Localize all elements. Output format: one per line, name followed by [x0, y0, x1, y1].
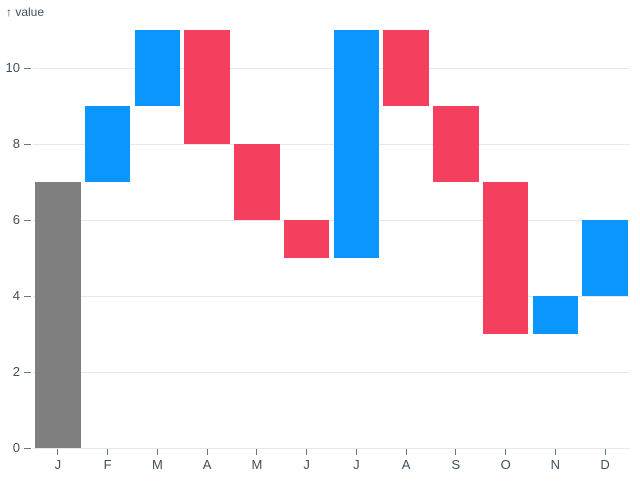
bar-3-A-decrease	[184, 30, 230, 144]
x-tick-label-2-M: M	[151, 457, 163, 472]
y-tick-mark-4	[24, 295, 31, 297]
x-tick-label-0-J: J	[54, 457, 62, 472]
y-tick-label-0: 0	[12, 440, 20, 455]
bar-4-M-decrease	[234, 144, 280, 220]
x-tick-label-1-F: F	[103, 457, 112, 472]
x-tick-mark-9-O	[505, 449, 507, 455]
x-tick-label-11-D: D	[600, 457, 610, 472]
x-tick-mark-4-M	[256, 449, 258, 455]
x-tick-label-3-A: A	[202, 457, 212, 472]
y-tick-label-2: 2	[12, 364, 20, 379]
bar-10-N-increase	[532, 296, 579, 334]
x-tick-label-5-J: J	[303, 457, 310, 472]
x-tick-label-8-S: S	[451, 457, 461, 472]
x-tick-mark-1-F	[107, 449, 109, 455]
x-tick-mark-6-J	[355, 449, 357, 455]
bar-2-M-increase	[134, 30, 181, 106]
bar-5-J-decrease	[283, 220, 330, 258]
y-tick-mark-8	[24, 143, 31, 145]
x-tick-label-4-M: M	[251, 457, 263, 472]
bar-11-D-increase	[582, 220, 628, 296]
y-tick-mark-2	[24, 371, 31, 373]
x-tick-mark-3-A	[206, 449, 208, 455]
x-tick-mark-7-A	[405, 449, 407, 455]
gridline-0	[33, 447, 630, 449]
gridline-6	[33, 219, 630, 221]
bar-7-A-decrease	[383, 30, 429, 106]
bar-1-F-increase	[84, 106, 131, 182]
y-axis-label: ↑ value	[6, 5, 45, 19]
y-tick-label-4: 4	[12, 288, 20, 303]
gridline-8	[33, 143, 630, 145]
x-tick-label-7-A: A	[401, 457, 411, 472]
y-tick-label-8: 8	[12, 136, 20, 151]
gridline-2	[33, 371, 630, 373]
y-tick-label-6: 6	[12, 212, 20, 227]
x-tick-label-9-O: O	[500, 457, 511, 472]
x-tick-mark-8-S	[455, 449, 457, 455]
bar-0-J-base	[35, 182, 81, 448]
gridline-10	[33, 67, 630, 69]
x-tick-mark-5-J	[306, 449, 308, 455]
x-tick-mark-10-N	[554, 449, 556, 455]
x-tick-label-10-N: N	[550, 457, 561, 472]
bar-8-S-decrease	[433, 106, 479, 182]
y-tick-mark-0	[24, 447, 31, 449]
y-tick-mark-10	[24, 67, 31, 69]
gridline-4	[33, 295, 630, 297]
bar-9-O-decrease	[482, 182, 529, 334]
x-tick-label-6-J: J	[353, 457, 360, 472]
y-tick-mark-6	[24, 219, 31, 221]
x-tick-mark-0-J	[57, 449, 59, 455]
x-tick-mark-11-D	[604, 449, 606, 455]
bar-6-J-increase	[333, 30, 380, 258]
x-tick-mark-2-M	[156, 449, 158, 455]
y-tick-label-10: 10	[5, 60, 20, 75]
